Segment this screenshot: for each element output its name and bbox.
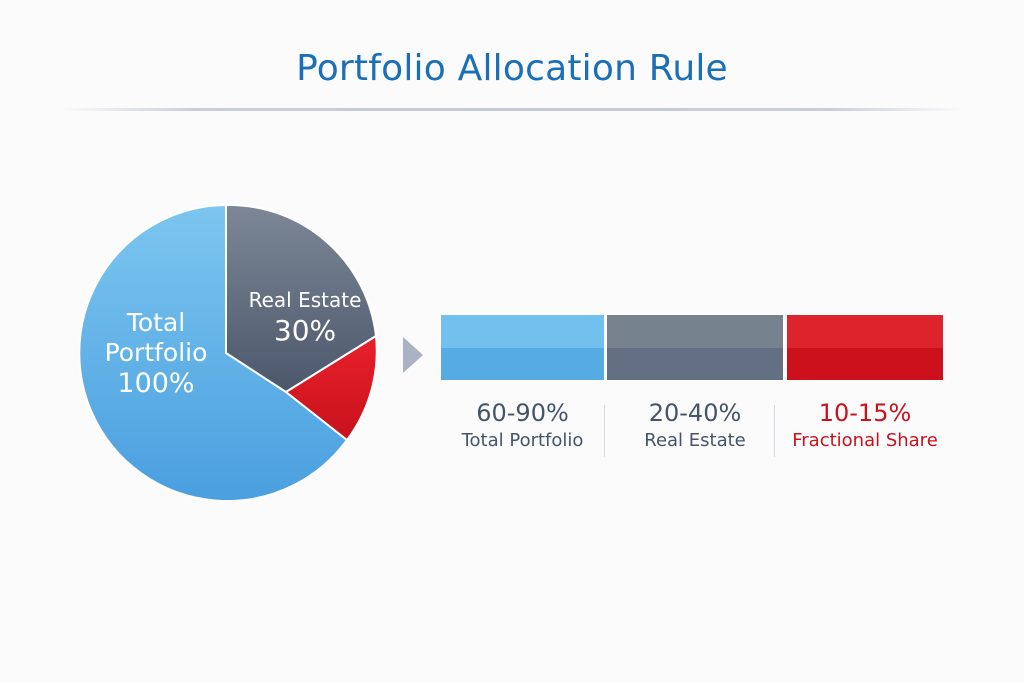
bar-total-portfolio xyxy=(440,314,605,381)
pie-slice-fractional-share xyxy=(284,334,378,442)
stat-real-estate: 20-40% Real Estate xyxy=(606,398,784,454)
stat-fractional-share: 10-15% Fractional Share xyxy=(780,398,950,454)
pie-label-real-estate-name: Real Estate xyxy=(248,288,362,312)
pie-label-total-line1: Total xyxy=(126,308,186,337)
page-title: Portfolio Allocation Rule xyxy=(296,48,728,89)
pie-slice-real-estate xyxy=(225,203,378,394)
pie-label-total: Total Portfolio 100% xyxy=(86,308,226,400)
bar-real-estate xyxy=(606,314,784,381)
stat-name-fractional-share: Fractional Share xyxy=(792,430,938,451)
arrow-right-icon xyxy=(403,337,423,373)
pie-label-total-value: 100% xyxy=(117,368,195,399)
stat-range-real-estate: 20-40% xyxy=(648,399,742,427)
pie-slice-total-portfolio xyxy=(78,203,349,502)
stat-range-total-portfolio: 60-90% xyxy=(476,399,569,427)
stat-name-total-portfolio: Total Portfolio xyxy=(461,430,584,451)
stat-range-fractional-share: 10-15% xyxy=(818,399,912,427)
pie-label-total-line2: Portfolio xyxy=(104,338,208,367)
stat-name-real-estate: Real Estate xyxy=(644,430,746,451)
stat-divider xyxy=(774,405,775,457)
pie-label-real-estate: Real Estate 30% xyxy=(240,288,370,348)
title-divider xyxy=(60,108,964,111)
bar-fractional-share xyxy=(786,314,944,381)
stat-divider xyxy=(604,405,605,457)
stat-total-portfolio: 60-90% Total Portfolio xyxy=(440,398,605,454)
pie-label-real-estate-value: 30% xyxy=(273,314,337,347)
